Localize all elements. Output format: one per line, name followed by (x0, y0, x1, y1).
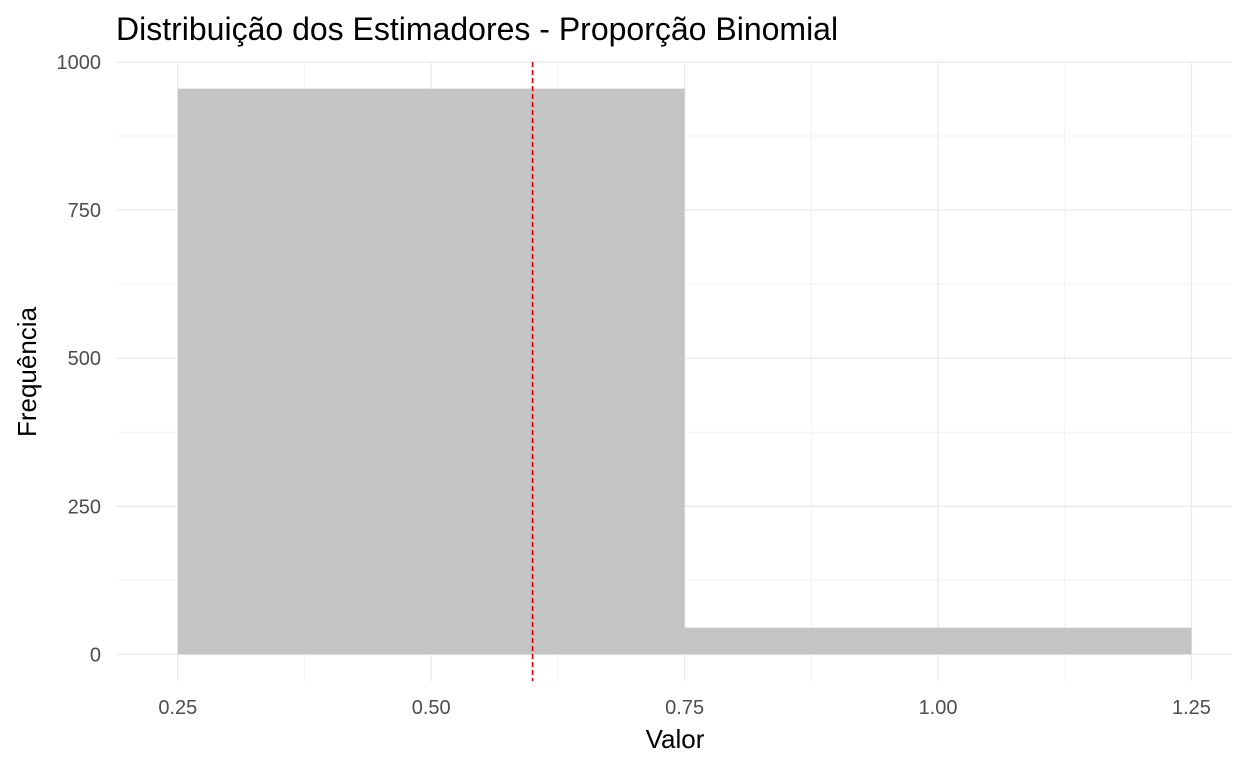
x-tick-label: 0.50 (412, 697, 451, 719)
histogram-bar (177, 88, 685, 655)
y-tick-label: 500 (68, 348, 101, 370)
x-axis-ticks: 0.25 0.50 0.75 1.00 1.25 (158, 697, 1211, 719)
y-tick-label: 0 (90, 644, 101, 666)
y-tick-label: 750 (68, 200, 101, 222)
y-axis-title: Frequência (12, 306, 42, 437)
y-axis-ticks: 0 250 500 750 1000 (57, 52, 102, 666)
histogram-bars (177, 88, 1192, 655)
chart-title: Distribuição dos Estimadores - Proporção… (116, 11, 838, 47)
histogram-bar (684, 627, 1192, 655)
y-tick-label: 250 (68, 496, 101, 518)
x-tick-label: 1.00 (919, 697, 958, 719)
y-tick-label: 1000 (57, 52, 102, 74)
x-tick-label: 0.25 (158, 697, 197, 719)
x-tick-label: 1.25 (1172, 697, 1211, 719)
x-axis-title: Valor (646, 724, 705, 754)
x-tick-label: 0.75 (665, 697, 704, 719)
